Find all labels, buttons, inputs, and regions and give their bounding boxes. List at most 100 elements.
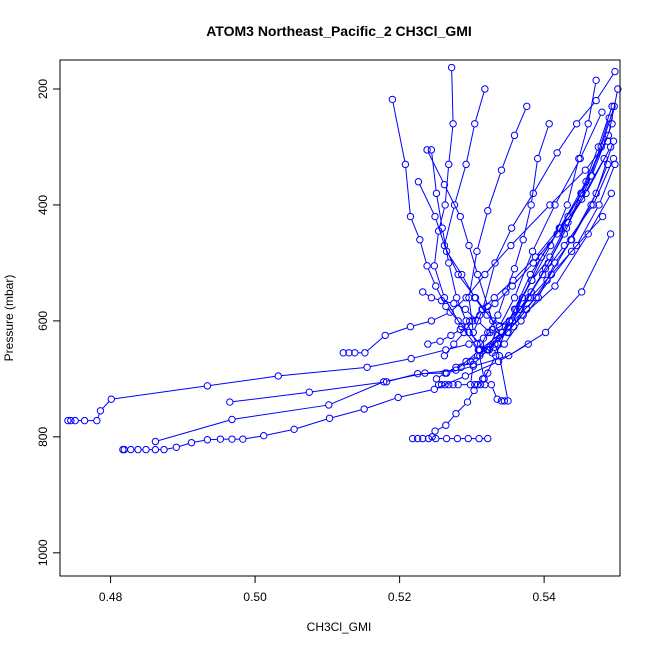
data-point — [127, 445, 135, 454]
data-point — [96, 407, 105, 415]
data-point — [473, 340, 481, 348]
data-point — [465, 340, 473, 348]
series-segment — [452, 299, 465, 311]
data-point — [475, 434, 483, 443]
data-point — [604, 137, 612, 145]
data-point — [523, 102, 531, 111]
series-segment — [577, 207, 598, 243]
series-segment — [434, 268, 444, 295]
series-segment — [102, 401, 110, 409]
series-segment — [445, 300, 461, 325]
series-segment — [581, 114, 602, 156]
data-point — [607, 189, 616, 198]
profile-series — [428, 369, 492, 441]
data-point — [431, 212, 439, 221]
data-point — [504, 397, 512, 405]
series-segment — [474, 311, 481, 319]
data-point — [533, 154, 542, 163]
series-segment — [438, 374, 443, 378]
data-point — [510, 131, 519, 140]
data-point — [445, 380, 453, 389]
data-point — [523, 305, 531, 314]
series-segment — [551, 172, 584, 204]
data-point — [453, 434, 462, 443]
data-point — [456, 212, 465, 221]
data-point — [484, 328, 492, 337]
data-point — [473, 351, 482, 360]
series-segment — [591, 120, 609, 174]
series-segment — [445, 248, 458, 272]
data-point — [388, 95, 397, 104]
data-point — [465, 294, 473, 302]
series-segment — [235, 404, 326, 420]
data-point — [519, 236, 527, 244]
data-point — [380, 378, 388, 386]
data-point — [547, 270, 556, 279]
data-point — [414, 178, 423, 186]
series-segment — [588, 83, 597, 121]
data-point — [476, 380, 485, 389]
series-segment — [502, 138, 514, 168]
series-segment — [601, 109, 614, 145]
data-point — [151, 437, 160, 446]
data-point — [466, 380, 475, 389]
series-segment — [476, 299, 492, 319]
data-point — [413, 434, 422, 443]
series-segment — [331, 382, 381, 405]
data-point — [447, 331, 455, 340]
data-point — [401, 160, 410, 169]
y-tick-label: 800 — [36, 427, 50, 447]
series-segment — [571, 195, 596, 238]
data-point — [142, 445, 150, 454]
series-segment — [514, 264, 532, 285]
series-segment — [232, 392, 307, 403]
series-segment — [500, 300, 514, 325]
data-point — [471, 294, 479, 302]
data-point — [486, 343, 494, 351]
profile-series — [419, 160, 619, 337]
data-point — [151, 445, 160, 454]
data-point — [325, 414, 334, 423]
series-segment — [599, 167, 615, 203]
data-point — [497, 166, 506, 174]
series-segment — [515, 254, 532, 295]
data-point — [458, 270, 466, 279]
data-point — [572, 120, 581, 128]
series-segment — [472, 356, 478, 361]
series-segment — [469, 254, 477, 295]
data-point — [93, 416, 101, 425]
series-segment — [297, 418, 327, 429]
data-point — [427, 294, 436, 302]
series-segment — [515, 109, 526, 133]
series-segment — [511, 333, 544, 355]
data-point — [555, 224, 564, 232]
series-segment — [582, 149, 601, 191]
series-segment — [465, 323, 472, 331]
data-point — [461, 372, 470, 380]
series-segment — [414, 350, 443, 359]
data-point — [517, 317, 525, 325]
series-segment — [495, 230, 511, 261]
series-segment — [544, 247, 563, 273]
series-segment — [531, 161, 538, 202]
data-point — [595, 201, 603, 209]
data-point — [611, 160, 619, 169]
data-point — [437, 380, 446, 389]
data-point — [260, 431, 268, 440]
data-point — [572, 241, 581, 250]
series-segment — [512, 195, 533, 226]
series-segment — [482, 351, 487, 355]
data-point — [228, 415, 236, 424]
series-segment — [447, 415, 455, 424]
data-point — [527, 201, 535, 209]
data-point — [578, 288, 586, 296]
series-segment — [468, 393, 473, 400]
series-segment — [589, 195, 611, 232]
data-point — [381, 331, 389, 340]
series-segment — [457, 300, 466, 319]
data-point — [423, 146, 431, 154]
series-segment — [548, 242, 570, 278]
data-point — [442, 247, 451, 256]
data-point — [228, 435, 236, 443]
data-point — [452, 294, 461, 302]
